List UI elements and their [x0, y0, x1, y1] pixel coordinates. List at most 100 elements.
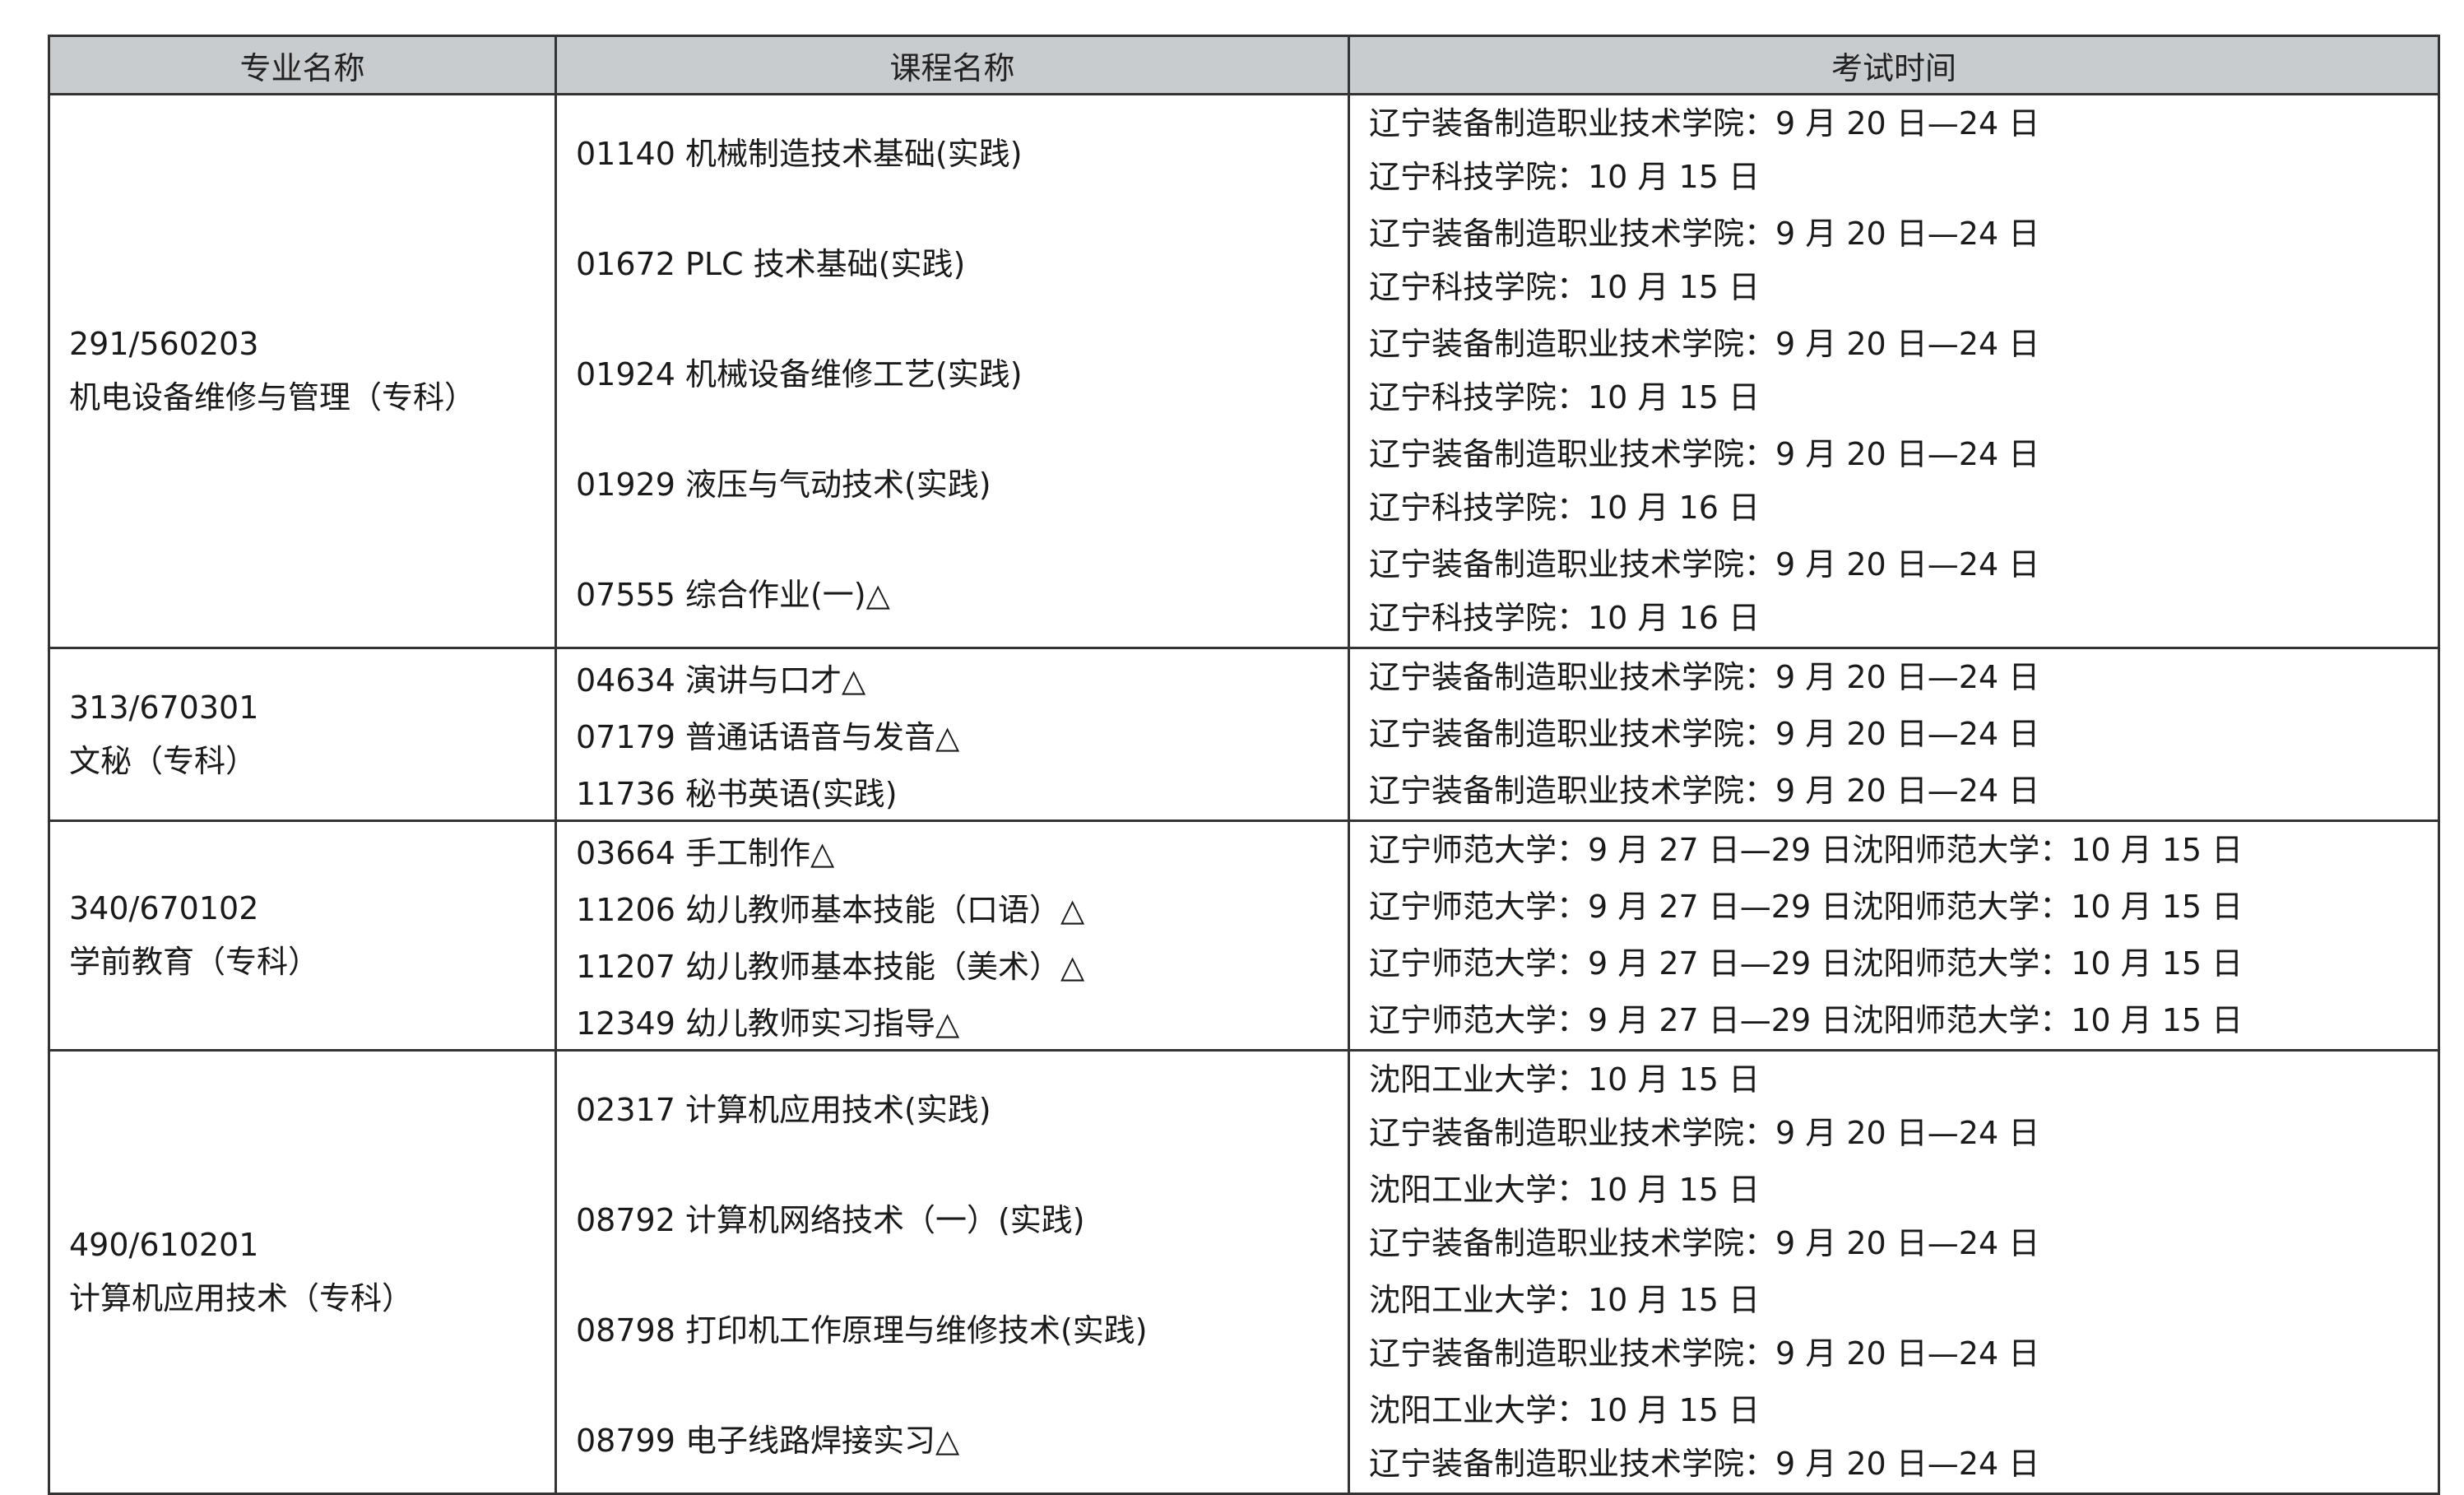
course-name: 11207 幼儿教师基本技能（美术）△: [576, 949, 1085, 985]
major-code: 490/610201: [69, 1227, 259, 1263]
major-code: 313/670301: [69, 689, 259, 726]
time-cell: 辽宁师范大学：9 月 27 日—29 日沈阳师范大学：10 月 15 日: [1348, 936, 2440, 992]
time-cell: 辽宁装备制造职业技术学院：9 月 20 日—24 日辽宁科技学院：10 月 16…: [1348, 426, 2440, 536]
major-code: 291/560203: [69, 326, 259, 362]
time-cell: 辽宁装备制造职业技术学院：9 月 20 日—24 日辽宁科技学院：10 月 16…: [1348, 536, 2440, 648]
course-name: 01140 机械制造技术基础(实践): [576, 135, 1023, 172]
course-cell: 08799 电子线路焊接实习△: [555, 1382, 1350, 1495]
course-name: 08799 电子线路焊接实习△: [576, 1422, 960, 1459]
table-row: 07179 普通话语音与发音△ 辽宁装备制造职业技术学院：9 月 20 日—24 …: [49, 706, 2440, 763]
table-row: 12349 幼儿教师实习指导△ 辽宁师范大学：9 月 27 日—29 日沈阳师范大…: [49, 992, 2440, 1051]
table-row: 08792 计算机网络技术（一）(实践) 沈阳工业大学：10 月 15 日辽宁装备…: [49, 1162, 2440, 1272]
major-cell: 291/560203 机电设备维修与管理（专科）: [48, 93, 557, 648]
exam-time: 辽宁科技学院：10 月 16 日: [1369, 600, 1760, 636]
table-row: 01924 机械设备维修工艺(实践) 辽宁装备制造职业技术学院：9 月 20 日—…: [49, 316, 2440, 426]
table-row: 11207 幼儿教师基本技能（美术）△ 辽宁师范大学：9 月 27 日—29 日沈…: [49, 936, 2440, 992]
exam-time: 辽宁装备制造职业技术学院：9 月 20 日—24 日: [1369, 326, 2040, 362]
course-cell: 11736 秘书英语(实践): [555, 763, 1350, 821]
course-name: 07555 综合作业(一)△: [576, 576, 890, 613]
exam-time: 辽宁师范大学：9 月 27 日—29 日沈阳师范大学：10 月 15 日: [1369, 889, 2244, 925]
exam-time: 辽宁装备制造职业技术学院：9 月 20 日—24 日: [1369, 1446, 2040, 1482]
course-cell: 11207 幼儿教师基本技能（美术）△: [555, 936, 1350, 992]
exam-time: 辽宁装备制造职业技术学院：9 月 20 日—24 日: [1369, 1335, 2040, 1372]
course-cell: 03664 手工制作△: [555, 819, 1350, 879]
course-cell: 02317 计算机应用技术(实践): [555, 1049, 1350, 1162]
course-cell: 01924 机械设备维修工艺(实践): [555, 316, 1350, 426]
time-cell: 辽宁师范大学：9 月 27 日—29 日沈阳师范大学：10 月 15 日: [1348, 819, 2440, 879]
course-cell: 01140 机械制造技术基础(实践): [555, 93, 1350, 206]
major-cell: 490/610201 计算机应用技术（专科）: [48, 1049, 557, 1495]
course-cell: 08792 计算机网络技术（一）(实践): [555, 1162, 1350, 1272]
exam-time: 辽宁装备制造职业技术学院：9 月 20 日—24 日: [1369, 105, 2040, 142]
time-cell: 辽宁装备制造职业技术学院：9 月 20 日—24 日辽宁科技学院：10 月 15…: [1348, 206, 2440, 316]
course-name: 08798 打印机工作原理与维修技术(实践): [576, 1312, 1148, 1349]
course-name: 01924 机械设备维修工艺(实践): [576, 355, 1023, 392]
major-name: 计算机应用技术（专科）: [69, 1280, 414, 1316]
table-row: 490/610201 计算机应用技术（专科） 02317 计算机应用技术(实践) 沈阳…: [48, 1049, 2440, 1495]
major-cell: 340/670102 学前教育（专科）: [48, 819, 557, 1051]
time-cell: 沈阳工业大学：10 月 15 日辽宁装备制造职业技术学院：9 月 20 日—24…: [1348, 1272, 2440, 1382]
course-name: 04634 演讲与口才△: [576, 662, 866, 699]
exam-time: 沈阳工业大学：10 月 15 日: [1369, 1172, 1760, 1208]
course-cell: 12349 幼儿教师实习指导△: [555, 992, 1350, 1051]
time-cell: 沈阳工业大学：10 月 15 日辽宁装备制造职业技术学院：9 月 20 日—24…: [1348, 1382, 2440, 1495]
time-cell: 辽宁装备制造职业技术学院：9 月 20 日—24 日: [1348, 763, 2440, 821]
course-cell: 07179 普通话语音与发音△: [555, 706, 1350, 763]
exam-time: 辽宁师范大学：9 月 27 日—29 日沈阳师范大学：10 月 15 日: [1369, 945, 2244, 982]
course-name: 11736 秘书英语(实践): [576, 776, 898, 812]
table-row: 08798 打印机工作原理与维修技术(实践) 沈阳工业大学：10 月 15 日辽宁…: [49, 1272, 2440, 1382]
exam-time: 辽宁师范大学：9 月 27 日—29 日沈阳师范大学：10 月 15 日: [1369, 1002, 2244, 1038]
exam-time: 辽宁师范大学：9 月 27 日—29 日沈阳师范大学：10 月 15 日: [1369, 832, 2244, 868]
course-name: 12349 幼儿教师实习指导△: [576, 1005, 960, 1042]
header-major: 专业名称: [48, 35, 557, 95]
course-cell: 11206 幼儿教师基本技能（口语）△: [555, 879, 1350, 936]
major-cell: 313/670301 文秘（专科）: [48, 647, 557, 821]
time-cell: 辽宁装备制造职业技术学院：9 月 20 日—24 日: [1348, 706, 2440, 763]
table-body: 291/560203 机电设备维修与管理（专科） 01140 机械制造技术基础(实践…: [48, 93, 2440, 1495]
course-cell: 01672 PLC 技术基础(实践): [555, 206, 1350, 316]
exam-time: 沈阳工业大学：10 月 15 日: [1369, 1392, 1760, 1428]
exam-time: 辽宁科技学院：10 月 15 日: [1369, 269, 1760, 305]
course-name: 03664 手工制作△: [576, 835, 835, 871]
header-row: 专业名称 课程名称 考试时间: [48, 35, 2440, 95]
exam-time: 辽宁科技学院：10 月 15 日: [1369, 379, 1760, 416]
table-row: 01672 PLC 技术基础(实践) 辽宁装备制造职业技术学院：9 月 20 日—…: [49, 206, 2440, 316]
exam-time: 辽宁科技学院：10 月 15 日: [1369, 159, 1760, 195]
exam-time: 辽宁装备制造职业技术学院：9 月 20 日—24 日: [1369, 1225, 2040, 1261]
course-cell: 08798 打印机工作原理与维修技术(实践): [555, 1272, 1350, 1382]
exam-time: 辽宁装备制造职业技术学院：9 月 20 日—24 日: [1369, 436, 2040, 472]
course-name: 08792 计算机网络技术（一）(实践): [576, 1201, 1085, 1238]
exam-time: 辽宁装备制造职业技术学院：9 月 20 日—24 日: [1369, 659, 2040, 695]
table-row: 291/560203 机电设备维修与管理（专科） 01140 机械制造技术基础(实践…: [48, 93, 2440, 648]
table-row: 11206 幼儿教师基本技能（口语）△ 辽宁师范大学：9 月 27 日—29 日沈…: [49, 879, 2440, 936]
exam-time: 辽宁科技学院：10 月 16 日: [1369, 490, 1760, 526]
exam-time: 辽宁装备制造职业技术学院：9 月 20 日—24 日: [1369, 216, 2040, 252]
time-cell: 沈阳工业大学：10 月 15 日辽宁装备制造职业技术学院：9 月 20 日—24…: [1348, 1162, 2440, 1272]
course-cell: 01929 液压与气动技术(实践): [555, 426, 1350, 536]
course-cell: 04634 演讲与口才△: [555, 647, 1350, 706]
course-name: 01929 液压与气动技术(实践): [576, 466, 991, 503]
table-row: 07555 综合作业(一)△ 辽宁装备制造职业技术学院：9 月 20 日—24 日…: [49, 536, 2440, 648]
course-name: 11206 幼儿教师基本技能（口语）△: [576, 892, 1085, 928]
course-name: 02317 计算机应用技术(实践): [576, 1091, 991, 1128]
exam-schedule-table: 专业名称 课程名称 考试时间 291/560203 机电设备维修与管理（专科） 01…: [48, 35, 2440, 1495]
table-row: 11736 秘书英语(实践) 辽宁装备制造职业技术学院：9 月 20 日—24 日: [49, 763, 2440, 821]
time-cell: 辽宁师范大学：9 月 27 日—29 日沈阳师范大学：10 月 15 日: [1348, 992, 2440, 1051]
table-row: 340/670102 学前教育（专科） 03664 手工制作△ 辽宁师范大学：9 月 …: [48, 819, 2440, 1051]
course-name: 07179 普通话语音与发音△: [576, 719, 960, 755]
major-name: 学前教育（专科）: [69, 944, 320, 980]
header-course: 课程名称: [555, 35, 1350, 95]
header-time: 考试时间: [1348, 35, 2440, 95]
major-code: 340/670102: [69, 890, 259, 926]
time-cell: 辽宁装备制造职业技术学院：9 月 20 日—24 日辽宁科技学院：10 月 15…: [1348, 316, 2440, 426]
exam-time: 沈阳工业大学：10 月 15 日: [1369, 1282, 1760, 1318]
exam-time: 辽宁装备制造职业技术学院：9 月 20 日—24 日: [1369, 773, 2040, 809]
major-name: 文秘（专科）: [69, 742, 258, 779]
major-name: 机电设备维修与管理（专科）: [69, 379, 476, 416]
exam-time: 辽宁装备制造职业技术学院：9 月 20 日—24 日: [1369, 546, 2040, 583]
exam-time: 沈阳工业大学：10 月 15 日: [1369, 1061, 1760, 1098]
time-cell: 辽宁师范大学：9 月 27 日—29 日沈阳师范大学：10 月 15 日: [1348, 879, 2440, 936]
exam-time: 辽宁装备制造职业技术学院：9 月 20 日—24 日: [1369, 1115, 2040, 1151]
time-cell: 沈阳工业大学：10 月 15 日辽宁装备制造职业技术学院：9 月 20 日—24…: [1348, 1049, 2440, 1162]
course-cell: 07555 综合作业(一)△: [555, 536, 1350, 648]
